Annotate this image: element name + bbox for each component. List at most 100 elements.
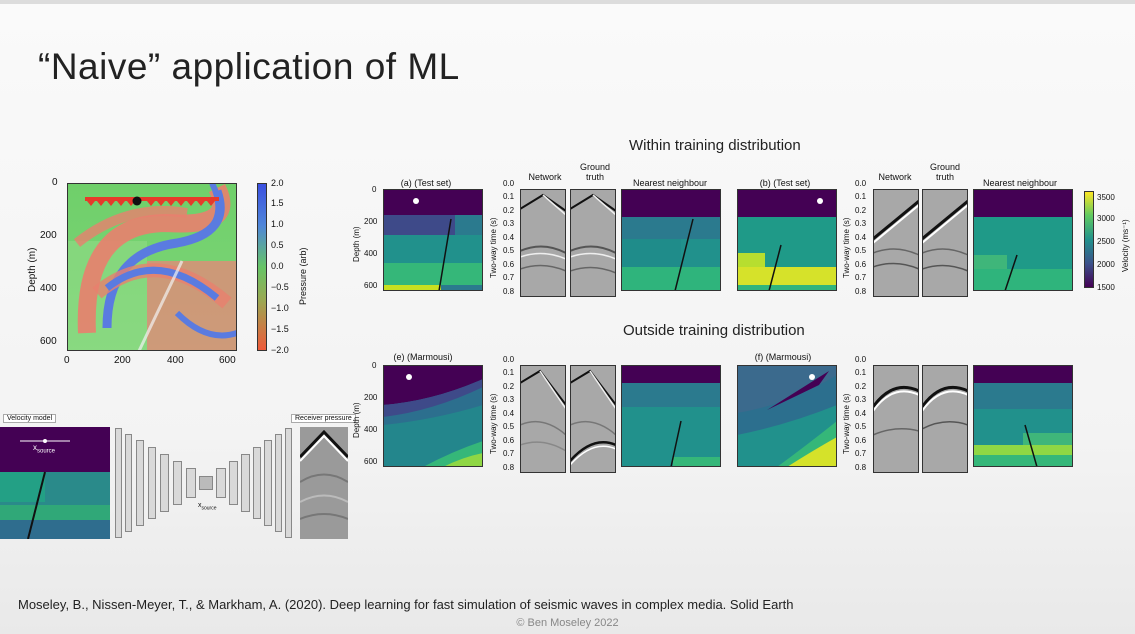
source-label: xsource [33,443,56,455]
pressure-tick: 2.0 [271,178,284,188]
velocity-colorbar [1084,191,1094,288]
pressure-tick: −2.0 [271,345,289,355]
conv-layer [148,447,156,519]
groundtruth-seismogram-a [570,189,616,297]
panel-e-label: (e) (Marmousi) [393,352,453,362]
conv-layer [186,468,196,498]
time-tick: 0.2 [503,382,515,391]
depth-tick: 400 [364,425,378,434]
deconv-layer [253,447,261,519]
panel-a-velocity-model [383,189,483,291]
receiver-pressure-label: Receiver pressure [291,414,356,423]
time-tick: 0.0 [503,179,515,188]
panel-b-label: (b) (Test set) [759,178,811,188]
velocity-tick: 2500 [1097,237,1115,246]
seismogram-frame [570,189,616,297]
time-tick: 0.5 [855,422,867,431]
time-tick: 0.2 [855,206,867,215]
pressure-tick: 1.0 [271,219,284,229]
deconv-layer [264,440,272,526]
time-tick: 0.1 [855,368,867,377]
time-label: Two-way time (s) [489,393,498,454]
panel-a-label: (a) (Test set) [400,178,452,188]
velocity-tick: 2000 [1097,260,1115,269]
outside-heading: Outside training distribution [623,322,805,339]
seismogram-frame [922,365,968,473]
nearest-neighbour-f [973,365,1073,467]
time-tick: 0.5 [855,246,867,255]
conv-layer [115,428,122,538]
conv-layer [136,440,144,526]
wf-ytick: 200 [40,230,57,241]
seismogram-frame [570,365,616,473]
depth-label: Depth (m) [352,402,361,438]
panel-b-velocity-model [737,189,837,291]
velocity-label: Velocity (ms⁻¹) [1121,219,1130,272]
wf-xtick: 200 [114,355,131,366]
wf-ytick: 600 [40,336,57,347]
pressure-tick: −1.5 [271,324,289,334]
time-tick: 0.1 [503,192,515,201]
velocity-model-label: Velocity model [3,414,57,423]
nearest-neighbour-label: Nearest neighbour [632,178,708,188]
deconv-layer [229,461,238,505]
time-tick: 0.3 [503,395,515,404]
time-tick: 0.3 [855,219,867,228]
time-label: Two-way time (s) [842,393,851,454]
panel-b-frame [737,189,837,291]
velocity-tick: 3000 [1097,214,1115,223]
top-bar [0,0,1135,4]
panel-f-label: (f) (Marmousi) [754,352,812,362]
deconv-layer [285,428,292,538]
network-seismogram-f [873,365,919,473]
wavefield-image [67,183,237,351]
latent-source-label: xsource [198,502,217,512]
wf-ytick: 400 [40,283,57,294]
receiver-pressure-image [300,427,348,539]
time-tick: 0.4 [503,409,515,418]
time-tick: 0.8 [503,463,515,472]
pressure-colorbar [257,183,267,351]
time-tick: 0.2 [855,382,867,391]
time-tick: 0.7 [503,449,515,458]
panel-a-frame [383,189,483,291]
depth-tick: 200 [364,217,378,226]
time-tick: 0.8 [855,463,867,472]
seismogram-frame [873,189,919,297]
time-tick: 0.3 [855,395,867,404]
wf-xtick: 600 [219,355,236,366]
panel-frame [621,365,721,467]
depth-tick: 400 [364,249,378,258]
pressure-tick: −0.5 [271,282,289,292]
velocity-tick: 1500 [1097,283,1115,292]
conv-layer [173,461,182,505]
groundtruth-seismogram-e [570,365,616,473]
pressure-tick: 1.5 [271,198,284,208]
panel-frame [973,365,1073,467]
time-tick: 0.4 [503,233,515,242]
time-tick: 0.7 [503,273,515,282]
pressure-tick: 0.0 [271,261,284,271]
time-tick: 0.1 [503,368,515,377]
time-tick: 0.6 [855,436,867,445]
ground-truth-label: Ground truth [929,162,961,182]
reference-citation: Moseley, B., Nissen-Meyer, T., & Markham… [18,597,794,612]
seismogram-frame [520,189,566,297]
ground-truth-label: Ground truth [579,162,611,182]
time-tick: 0.3 [503,219,515,228]
seismogram-frame [520,365,566,473]
depth-tick: 0 [372,361,377,370]
latent-layer [199,476,213,490]
time-tick: 0.1 [855,192,867,201]
time-tick: 0.7 [855,273,867,282]
time-tick: 0.7 [855,449,867,458]
nearest-neighbour-a [621,189,721,291]
velocity-tick: 3500 [1097,193,1115,202]
wf-ytick: 0 [52,177,58,188]
panel-frame [621,189,721,291]
time-tick: 0.4 [855,233,867,242]
time-label: Two-way time (s) [842,217,851,278]
time-tick: 0.0 [855,179,867,188]
depth-tick: 200 [364,393,378,402]
